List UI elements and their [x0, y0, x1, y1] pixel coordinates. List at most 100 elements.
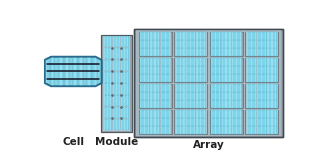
Bar — [186, 118, 187, 126]
Bar — [232, 32, 241, 40]
Bar — [229, 84, 231, 92]
Bar — [168, 92, 170, 100]
Bar — [194, 32, 195, 40]
Bar — [267, 58, 277, 66]
Bar — [247, 126, 256, 134]
Bar — [168, 40, 170, 48]
Bar — [226, 32, 227, 40]
Bar — [73, 57, 76, 86]
Bar — [204, 58, 205, 66]
Bar — [180, 74, 181, 82]
Bar — [204, 84, 205, 92]
Bar — [221, 126, 223, 134]
Bar — [251, 74, 252, 82]
Bar — [104, 60, 105, 71]
Bar — [107, 83, 108, 95]
Bar — [255, 32, 256, 40]
Bar — [158, 84, 160, 92]
Bar — [267, 74, 277, 82]
Bar — [113, 36, 120, 47]
Bar — [196, 58, 197, 66]
Bar — [271, 66, 272, 74]
Bar — [127, 60, 128, 71]
Bar — [148, 40, 149, 48]
Bar — [148, 32, 149, 40]
Bar — [236, 84, 237, 92]
Bar — [113, 60, 120, 71]
Bar — [134, 29, 283, 137]
Bar — [200, 66, 202, 74]
Bar — [165, 66, 166, 74]
Bar — [122, 71, 129, 83]
Bar — [204, 100, 205, 108]
Bar — [267, 40, 277, 48]
Bar — [215, 32, 216, 40]
Bar — [229, 48, 231, 56]
Bar — [219, 126, 220, 134]
Bar — [255, 110, 256, 118]
Bar — [148, 74, 149, 82]
Bar — [221, 58, 223, 66]
Bar — [113, 119, 114, 130]
Bar — [196, 84, 197, 92]
Bar — [180, 40, 181, 48]
Bar — [154, 40, 156, 48]
Bar — [200, 100, 202, 108]
Bar — [236, 58, 237, 66]
Bar — [267, 48, 269, 56]
Bar — [261, 100, 262, 108]
Bar — [204, 118, 205, 126]
Bar — [232, 92, 233, 100]
Bar — [124, 48, 125, 59]
Bar — [116, 48, 117, 59]
Bar — [246, 84, 278, 108]
Bar — [267, 40, 269, 48]
Bar — [190, 40, 191, 48]
Bar — [271, 118, 272, 126]
Bar — [265, 100, 266, 108]
Bar — [232, 118, 241, 126]
Bar — [124, 95, 125, 106]
Bar — [221, 66, 223, 74]
Bar — [127, 48, 128, 59]
Bar — [221, 40, 223, 48]
Bar — [221, 74, 223, 82]
Bar — [221, 48, 223, 56]
Bar — [158, 118, 160, 126]
Bar — [176, 48, 177, 56]
Bar — [139, 58, 171, 82]
Bar — [140, 126, 150, 134]
Bar — [101, 35, 132, 132]
Bar — [140, 126, 141, 134]
Bar — [221, 32, 223, 40]
Bar — [219, 92, 220, 100]
Bar — [232, 58, 241, 66]
Bar — [139, 58, 172, 82]
Bar — [211, 126, 221, 134]
Bar — [151, 66, 160, 74]
Bar — [221, 84, 223, 92]
Bar — [221, 58, 231, 66]
Bar — [113, 48, 120, 59]
Bar — [140, 92, 150, 100]
Bar — [240, 84, 241, 92]
Bar — [240, 118, 241, 126]
Bar — [176, 118, 185, 126]
Bar — [148, 110, 149, 118]
Bar — [210, 84, 243, 108]
Bar — [247, 118, 256, 126]
Bar — [144, 40, 145, 48]
Bar — [101, 35, 132, 132]
Bar — [175, 58, 207, 82]
Polygon shape — [45, 57, 102, 86]
Bar — [247, 92, 248, 100]
Bar — [110, 48, 111, 59]
Bar — [161, 100, 170, 108]
Bar — [186, 66, 187, 74]
Bar — [219, 48, 220, 56]
Bar — [154, 32, 156, 40]
Bar — [204, 126, 205, 134]
Bar — [245, 84, 278, 108]
Text: Cell: Cell — [62, 137, 84, 147]
Bar — [176, 40, 177, 48]
